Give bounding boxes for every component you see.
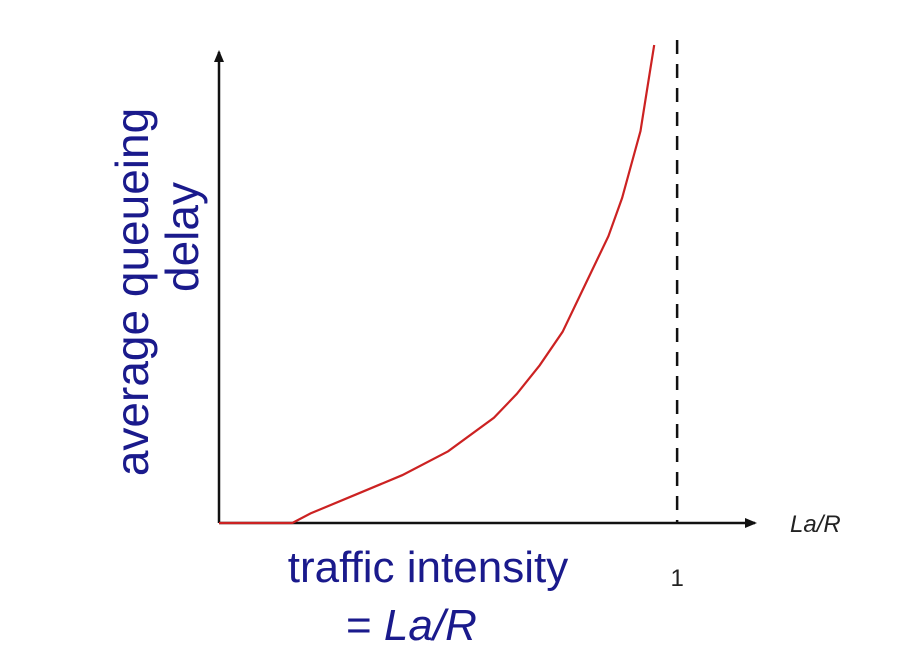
- x-axis-title-line-1: traffic intensity: [288, 543, 568, 592]
- x-tick-label-1: 1: [670, 565, 683, 592]
- y-axis-title: average queueing delay: [106, 108, 208, 476]
- x-axis-title-line-2: = La/R: [346, 601, 477, 650]
- x-axis-title-equals: =: [346, 601, 384, 650]
- x-axis-title-formula: La/R: [384, 601, 477, 650]
- x-axis-name: La/R: [790, 511, 841, 538]
- y-axis-title-line-1: average queueing: [106, 108, 158, 476]
- y-axis-title-line-2: delay: [156, 182, 208, 292]
- delay-curve: [219, 44, 656, 525]
